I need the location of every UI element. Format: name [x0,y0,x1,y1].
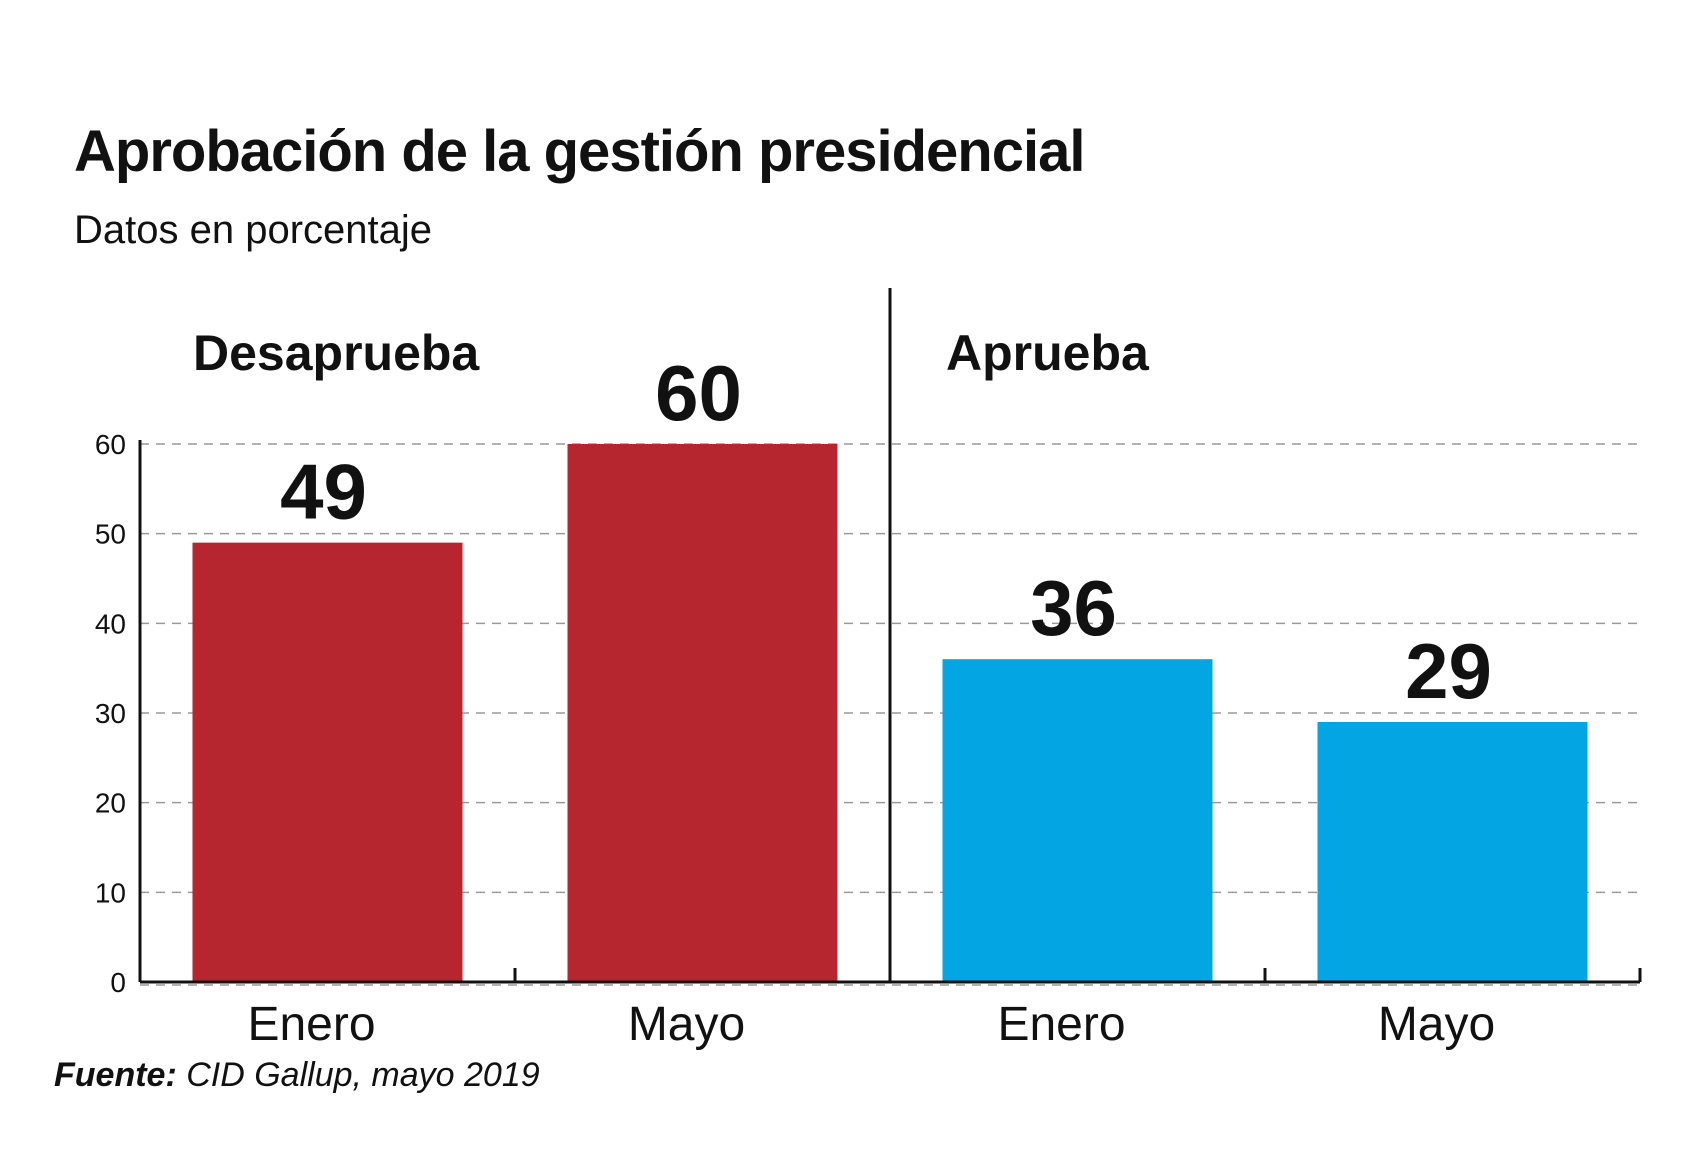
group-label-aprueba: Aprueba [946,325,1150,381]
value-label: 36 [1030,564,1117,652]
value-label: 49 [280,448,367,536]
chart-subtitle: Datos en porcentaje [74,208,433,252]
bar-desaprueba-enero [192,542,463,982]
source-note: Fuente: CID Gallup, mayo 2019 [54,1056,540,1095]
x-category-label: Enero [247,998,375,1051]
y-tick-label: 60 [95,429,126,460]
bar-aprueba-mayo [1317,721,1588,982]
value-label: 60 [655,349,742,437]
source-text: CID Gallup, mayo 2019 [186,1056,540,1094]
chart-title: Aprobación de la gestión presidencial [74,119,1085,184]
value-label: 29 [1405,627,1492,715]
group-label-desaprueba: Desaprueba [193,325,480,381]
y-tick-label: 50 [95,519,126,550]
bar-aprueba-enero [942,659,1213,982]
x-category-label: Mayo [1378,998,1495,1051]
y-tick-label: 20 [95,788,126,819]
y-tick-label: 40 [95,608,126,639]
bar-desaprueba-mayo [567,444,838,982]
y-tick-label: 30 [95,698,126,729]
y-tick-label: 0 [110,967,126,998]
source-label: Fuente: [54,1056,177,1094]
x-category-label: Mayo [628,998,745,1051]
y-tick-label: 10 [95,877,126,908]
x-category-label: Enero [997,998,1125,1051]
